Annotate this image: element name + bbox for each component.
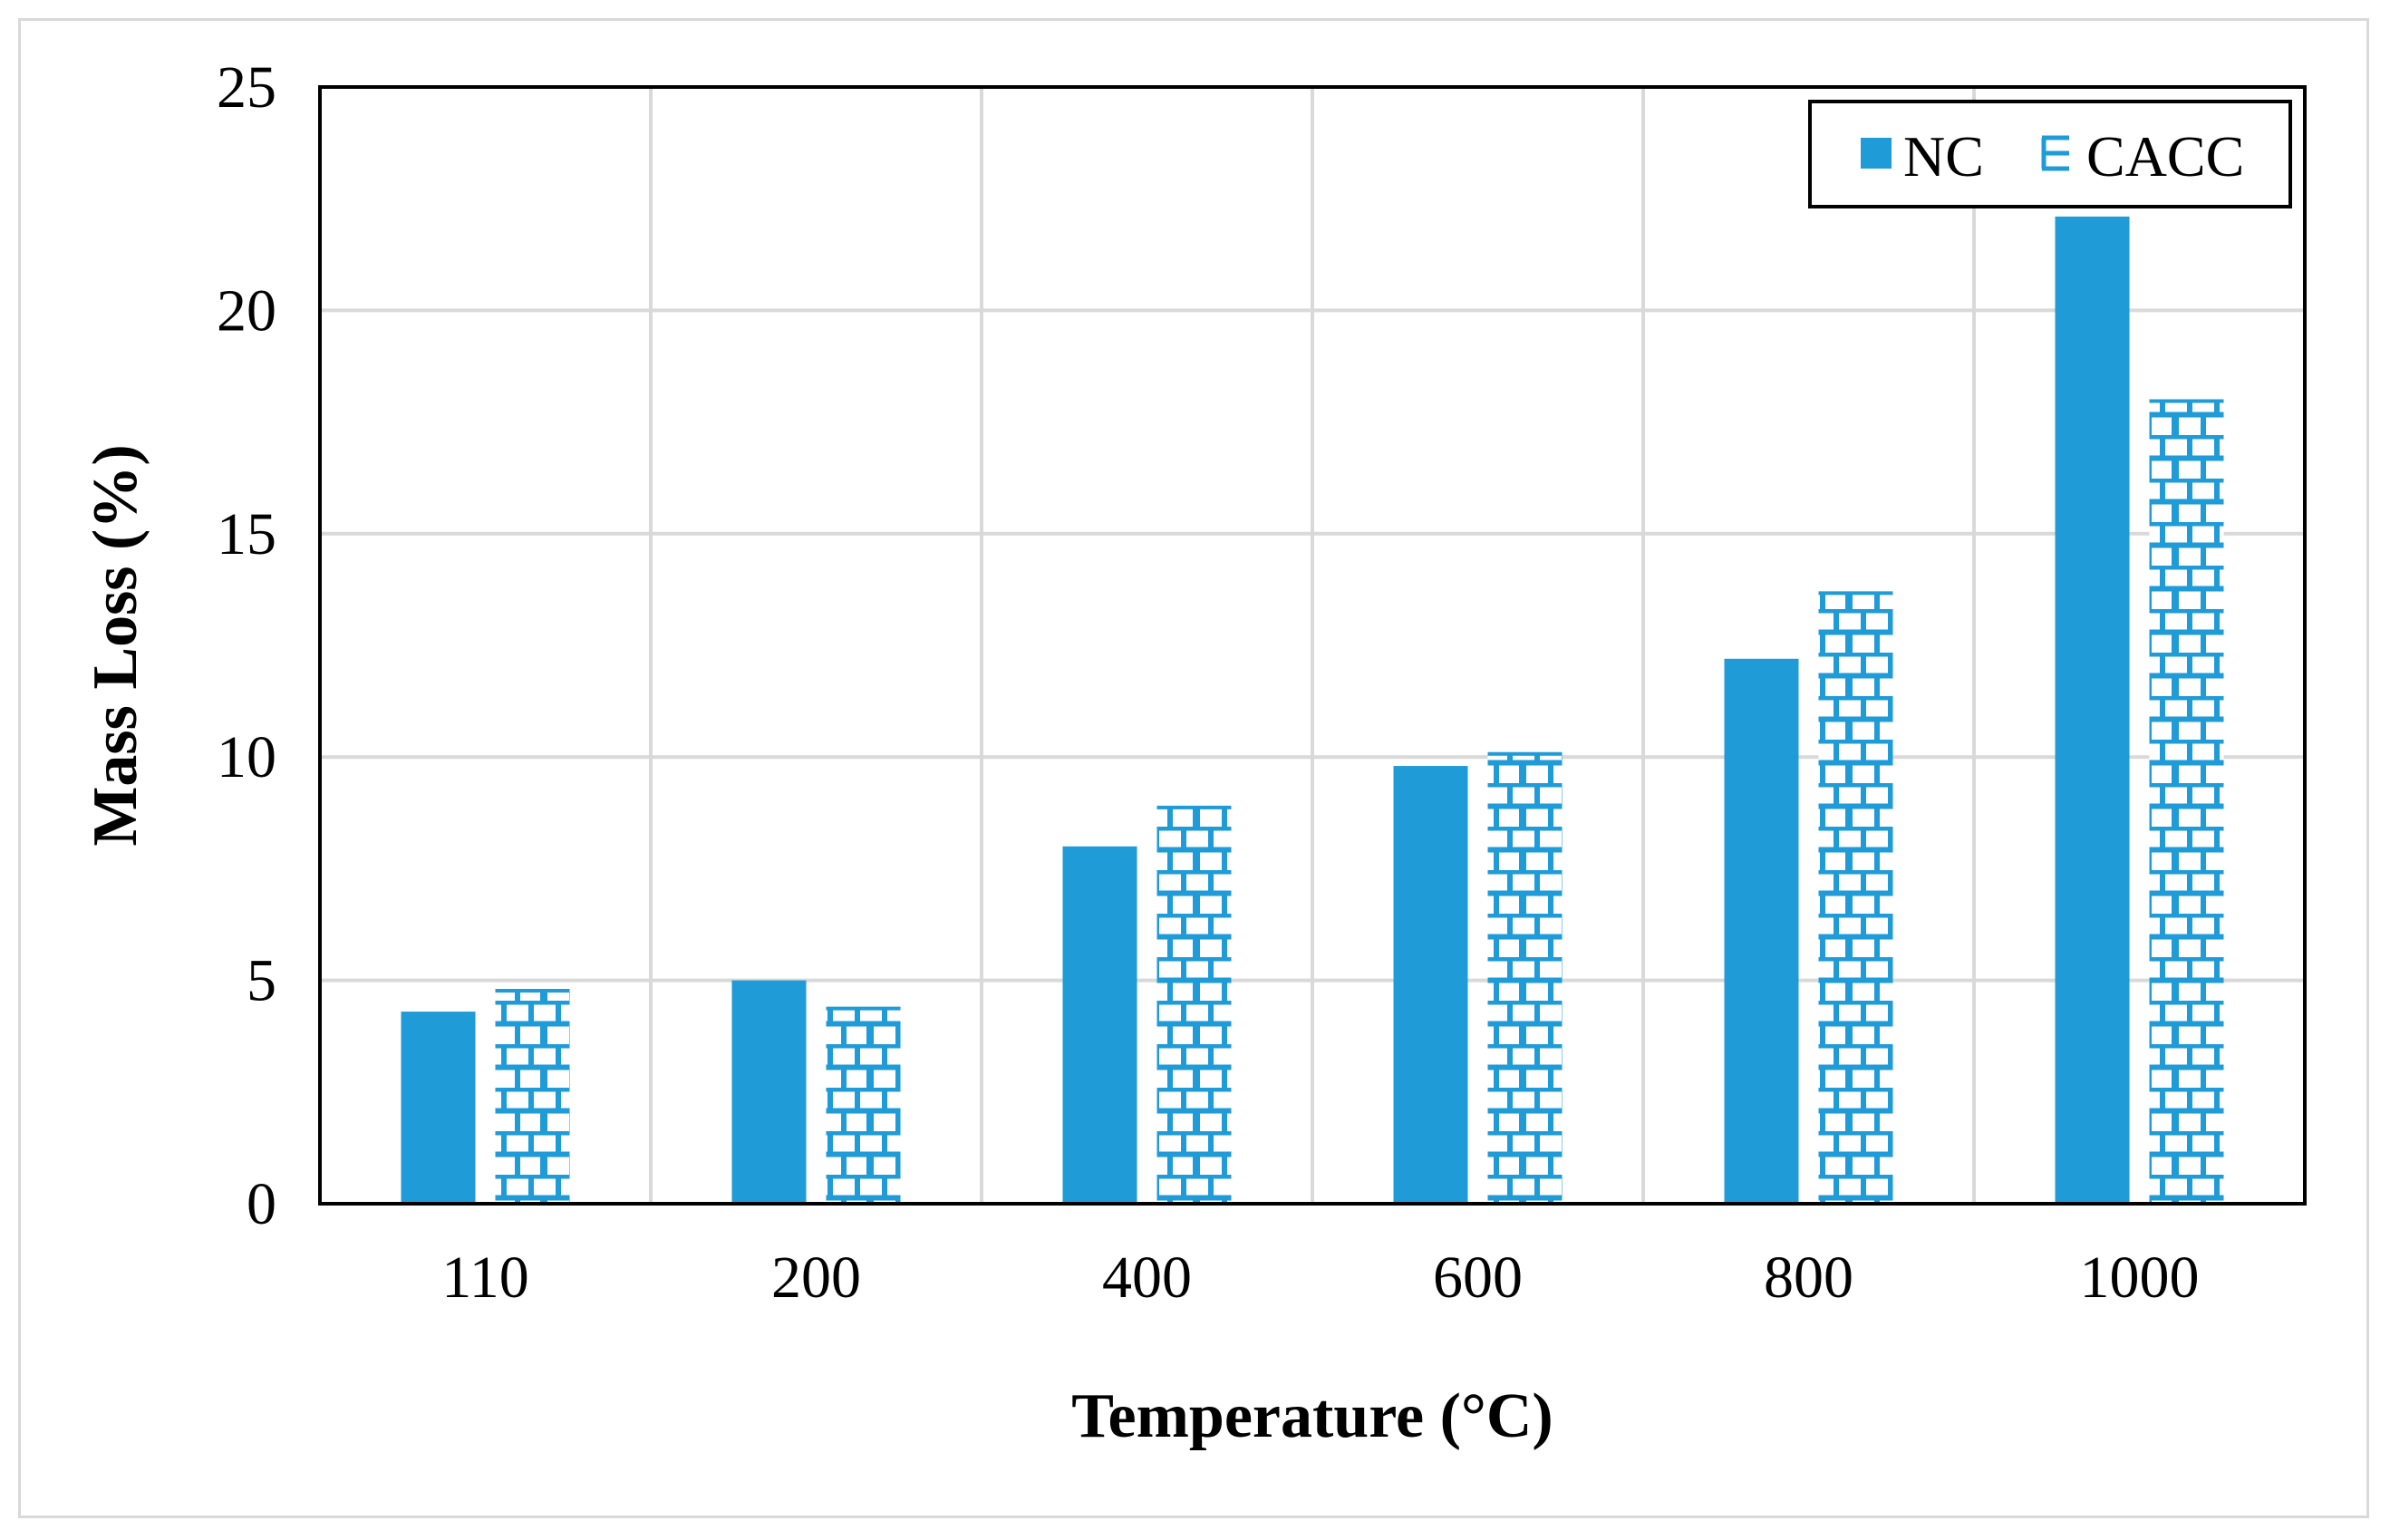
legend-swatch-nc	[1861, 138, 1892, 169]
bar-nc-800	[1724, 658, 1799, 1204]
x-tick-label: 200	[771, 1245, 861, 1311]
chart-frame	[18, 18, 2369, 1518]
bar-cacc-600	[1487, 752, 1563, 1204]
plot-area-border	[318, 85, 2307, 1206]
y-tick-label: 5	[247, 948, 276, 1014]
legend-swatch-cacc	[2041, 135, 2069, 171]
y-tick-label: 10	[217, 724, 276, 790]
legend: NC CACC	[1808, 100, 2292, 208]
bar-cacc-110	[495, 989, 570, 1204]
bar-cacc-200	[826, 1007, 901, 1204]
y-tick-label: 0	[247, 1171, 276, 1237]
bars	[401, 216, 2224, 1205]
bar-nc-600	[1393, 766, 1468, 1204]
y-axis-title: Mass Loss (%)	[81, 444, 150, 846]
y-tick-label: 15	[217, 501, 276, 567]
x-tick-label: 400	[1102, 1245, 1192, 1311]
x-tick-label: 800	[1764, 1245, 1853, 1311]
x-tick-label: 600	[1433, 1245, 1523, 1311]
legend-label-cacc: CACC	[2086, 124, 2244, 189]
y-tick-label: 20	[217, 277, 276, 344]
x-tick-labels: 110 200 400 600 800 1000	[441, 1245, 2199, 1311]
x-tick-label: 110	[441, 1245, 529, 1311]
x-tick-label: 1000	[2080, 1245, 2200, 1311]
bar-nc-400	[1062, 846, 1137, 1204]
grid-lines	[320, 87, 2305, 1204]
bar-nc-110	[401, 1012, 476, 1204]
bar-cacc-400	[1156, 806, 1232, 1204]
x-axis-title: Temperature (°C)	[1071, 1381, 1553, 1451]
bar-nc-1000	[2055, 216, 2130, 1205]
bar-cacc-1000	[2149, 399, 2224, 1205]
bar-cacc-800	[1818, 591, 1893, 1204]
bar-nc-200	[731, 980, 807, 1204]
y-tick-label: 25	[217, 54, 276, 121]
legend-label-nc: NC	[1903, 124, 1984, 189]
y-tick-labels: 0 5 10 15 20 25	[217, 54, 276, 1237]
